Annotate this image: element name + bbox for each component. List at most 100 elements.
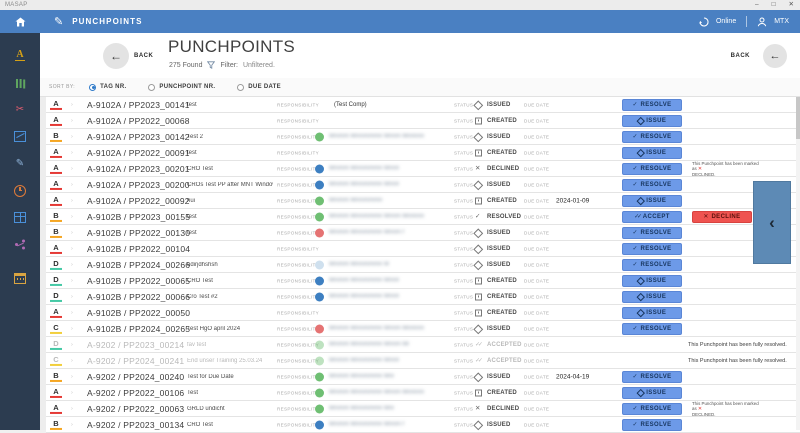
row-expand-chevron-icon[interactable]: › — [71, 149, 73, 156]
punchpoint-row[interactable]: B › A-9102B / PP2023_00155 test RESPONSIBILI… — [46, 209, 800, 225]
issue-button[interactable]: ISSUE — [622, 306, 682, 319]
responsibility-name-redacted: Mnnnm Mnnnnmmn Mnnm Mnnnnn — [329, 373, 394, 379]
punchpoint-row[interactable]: D › A-9102B / PP2024_00266 udirjdhshsh RESPO… — [46, 257, 800, 273]
scrollbar-thumb[interactable] — [796, 97, 800, 139]
punchpoint-row[interactable]: C › A-9202 / PP2024_00241 End unser Trainin… — [46, 353, 800, 369]
issue-button[interactable]: ISSUE — [622, 290, 682, 303]
status-text: CREATED — [487, 277, 517, 284]
punchpoint-row[interactable]: B › A-9202 / PP2023_00134 CRO Test RESPONSIB… — [46, 417, 800, 433]
tools-icon[interactable]: ✂ — [0, 96, 40, 123]
resolve-button[interactable]: ✓ RESOLVE — [622, 162, 682, 175]
user-icon[interactable] — [757, 16, 767, 27]
row-expand-chevron-icon[interactable]: › — [71, 421, 73, 428]
punchpoints-icon[interactable]: ✎ — [0, 150, 40, 177]
row-expand-chevron-icon[interactable]: › — [71, 197, 73, 204]
punchpoint-row[interactable]: A › A-9102A / PP2023_00201 CRO Test RESPONSI… — [46, 161, 800, 177]
issue-button[interactable]: ISSUE — [622, 274, 682, 287]
row-expand-chevron-icon[interactable]: › — [71, 389, 73, 396]
grade-underline — [50, 315, 62, 318]
resolve-button[interactable]: ✓ RESOLVE — [622, 322, 682, 335]
vertical-scrollbar[interactable] — [796, 97, 800, 430]
punchpoint-row[interactable]: A › A-9102A / PP2022_00068 RESPONSIBILITY ST… — [46, 113, 800, 129]
row-expand-chevron-icon[interactable]: › — [71, 373, 73, 380]
resolve-button[interactable]: ✓ RESOLVE — [622, 98, 682, 111]
side-panel-flyout[interactable]: ‹ — [753, 181, 791, 264]
row-expand-chevron-icon[interactable]: › — [71, 357, 73, 364]
accept-button[interactable]: ✓✓ ACCEPT — [622, 210, 682, 223]
row-expand-chevron-icon[interactable]: › — [71, 165, 73, 172]
row-expand-chevron-icon[interactable]: › — [71, 133, 73, 140]
resolve-button[interactable]: ✓ RESOLVE — [622, 130, 682, 143]
row-expand-chevron-icon[interactable]: › — [71, 405, 73, 412]
history-icon[interactable] — [0, 177, 40, 204]
calendar-icon[interactable] — [0, 265, 40, 292]
punchpoint-row[interactable]: A › A-9202 / PP2022_00106 Test RESPONSIBILIT… — [46, 385, 800, 401]
tag-number: A-9102B / PP2022_00130 — [87, 227, 191, 238]
row-expand-chevron-icon[interactable]: › — [71, 117, 73, 124]
resolve-button[interactable]: ✓ RESOLVE — [622, 402, 682, 415]
status-text: CREATED — [487, 309, 517, 316]
milestones-icon[interactable]: A — [0, 42, 40, 69]
decline-button[interactable]: ✕ DECLINE — [692, 210, 752, 223]
x-icon: ✕ — [703, 213, 709, 220]
issue-button[interactable]: ISSUE — [622, 114, 682, 127]
resolve-button[interactable]: ✓ RESOLVE — [622, 242, 682, 255]
punchpoint-row[interactable]: D › A-9102B / PP2022_00065 CRO Test RESPONSI… — [46, 273, 800, 289]
grade-underline — [50, 283, 62, 286]
row-expand-chevron-icon[interactable]: › — [71, 101, 73, 108]
status-text: CREATED — [487, 117, 517, 124]
sort-option-due-date[interactable]: DUE DATE — [237, 83, 281, 91]
punchpoint-row[interactable]: B › A-9102A / PP2023_00142 Test 2 RESPONSIBI… — [46, 129, 800, 145]
punchpoint-row[interactable]: B › A-9102B / PP2022_00130 test RESPONSIBILI… — [46, 225, 800, 241]
resolve-button[interactable]: ✓ RESOLVE — [622, 370, 682, 383]
resolve-button[interactable]: ✓ RESOLVE — [622, 258, 682, 271]
maximize-icon[interactable]: □ — [771, 1, 776, 8]
row-expand-chevron-icon[interactable]: › — [71, 293, 73, 300]
back-right-button[interactable]: ← — [763, 44, 787, 68]
resolve-button[interactable]: ✓ RESOLVE — [622, 418, 682, 431]
punchpoint-row[interactable]: A › A-9102A / PP2022_00092 hui RESPONSIBILIT… — [46, 193, 800, 209]
row-expand-chevron-icon[interactable]: › — [71, 213, 73, 220]
issue-button[interactable]: ISSUE — [622, 386, 682, 399]
row-expand-chevron-icon[interactable]: › — [71, 261, 73, 268]
matrix-icon[interactable] — [0, 204, 40, 231]
library-icon[interactable] — [0, 69, 40, 96]
back-button[interactable]: ← — [103, 43, 129, 69]
punchpoint-row[interactable]: A › A-9102A / PP2023_00200 CROs Test PP aft… — [46, 177, 800, 193]
sort-option-tag-nr-[interactable]: TAG NR. — [89, 83, 126, 91]
row-expand-chevron-icon[interactable]: › — [71, 229, 73, 236]
punchpoint-row[interactable]: A › A-9102A / PP2022_00091 test RESPONSIBILI… — [46, 145, 800, 161]
row-expand-chevron-icon[interactable]: › — [71, 245, 73, 252]
tag-number: A-9102A / PP2022_00091 — [87, 147, 190, 158]
punchpoint-row[interactable]: D › A-9102B / PP2022_00066 Cro Test #2 RESPO… — [46, 289, 800, 305]
app-command-bar: ✎ PUNCHPOINTS Online MTX — [0, 10, 800, 33]
row-expand-chevron-icon[interactable]: › — [71, 325, 73, 332]
share-icon[interactable] — [0, 231, 40, 258]
button-label: RESOLVE — [640, 133, 672, 140]
responsibility-name-redacted: Mnnnm Mnnnnmmn Mnnm Mnnnnn — [329, 229, 404, 235]
resolve-button[interactable]: ✓ RESOLVE — [622, 226, 682, 239]
punchpoint-row[interactable]: D › A-9202 / PP2023_00214 fav test RESPONSIB… — [46, 337, 800, 353]
sync-icon[interactable] — [699, 16, 709, 27]
row-expand-chevron-icon[interactable]: › — [71, 181, 73, 188]
row-expand-chevron-icon[interactable]: › — [71, 341, 73, 348]
close-icon[interactable]: ✕ — [788, 1, 794, 8]
home-icon[interactable] — [0, 17, 40, 27]
punchpoint-row[interactable]: B › A-9202 / PP2024_00240 Test for Due Date… — [46, 369, 800, 385]
issue-button[interactable]: ISSUE — [622, 146, 682, 159]
row-expand-chevron-icon[interactable]: › — [71, 277, 73, 284]
grade-badge: B — [50, 211, 62, 222]
sort-option-punchpoint-nr-[interactable]: PUNCHPOINT NR. — [148, 83, 215, 91]
resolve-button[interactable]: ✓ RESOLVE — [622, 178, 682, 191]
row-expand-chevron-icon[interactable]: › — [71, 309, 73, 316]
punchpoint-row[interactable]: A › A-9102A / PP2023_00141 test RESPONSIBILI… — [46, 97, 800, 113]
punchpoint-row[interactable]: A › A-9102B / PP2022_00104 RESPONSIBILITY ST… — [46, 241, 800, 257]
punchpoint-row[interactable]: A › A-9102B / PP2022_00050 RESPONSIBILITY ST… — [46, 305, 800, 321]
issue-button[interactable]: ISSUE — [622, 194, 682, 207]
status-label: STATUS — [454, 358, 474, 363]
punchpoint-row[interactable]: C › A-9102B / PP2024_00265 Test HgO april 2… — [46, 321, 800, 337]
grade-underline — [50, 411, 62, 414]
minimize-icon[interactable]: – — [754, 1, 759, 8]
drawings-icon[interactable] — [0, 123, 40, 150]
punchpoint-row[interactable]: A › A-9202 / PP2022_00063 GRLD undicht RESPO… — [46, 401, 800, 417]
